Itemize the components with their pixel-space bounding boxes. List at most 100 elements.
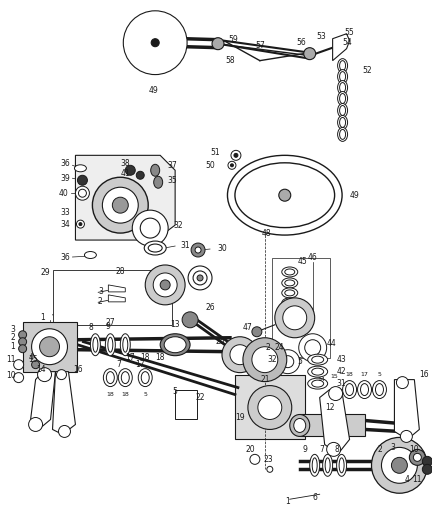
Bar [23,322,78,372]
Ellipse shape [312,458,317,473]
Ellipse shape [308,378,328,389]
Polygon shape [75,155,175,240]
Ellipse shape [338,80,348,94]
Polygon shape [31,372,55,429]
Circle shape [212,38,224,50]
Bar [52,270,172,325]
Circle shape [102,187,138,223]
Text: 31: 31 [337,379,346,388]
Ellipse shape [338,104,348,118]
Polygon shape [52,372,75,434]
Text: 31: 31 [180,240,190,250]
Text: 23: 23 [263,455,273,464]
Circle shape [57,369,67,380]
Circle shape [282,356,294,367]
Circle shape [304,47,316,60]
Circle shape [19,331,26,338]
Circle shape [195,247,201,253]
Text: 3: 3 [98,287,103,296]
Ellipse shape [375,383,384,396]
Circle shape [197,275,203,281]
Text: 7: 7 [116,360,121,369]
Ellipse shape [339,130,346,139]
Text: 24: 24 [275,343,284,352]
Circle shape [125,165,135,175]
Ellipse shape [235,163,335,228]
Circle shape [329,386,343,400]
Ellipse shape [164,337,186,353]
Circle shape [32,329,68,365]
Ellipse shape [338,91,348,105]
Text: 6: 6 [312,493,317,502]
Text: 9: 9 [302,445,307,454]
Ellipse shape [93,337,98,352]
Text: 47: 47 [243,324,253,332]
Text: 12: 12 [325,403,334,412]
Text: 8: 8 [334,445,339,454]
Text: 33: 33 [61,207,70,217]
Text: 3: 3 [10,325,15,334]
Ellipse shape [121,372,129,383]
Ellipse shape [339,458,344,473]
Circle shape [38,367,52,382]
Circle shape [230,345,250,365]
Circle shape [188,266,212,290]
Circle shape [191,243,205,257]
Circle shape [19,345,26,353]
Ellipse shape [325,458,330,473]
Text: 34: 34 [61,220,70,229]
Text: 42: 42 [337,367,346,376]
Circle shape [401,430,412,442]
Ellipse shape [346,383,354,396]
Text: 51: 51 [210,148,220,157]
Bar [235,375,305,440]
Ellipse shape [282,267,298,277]
Circle shape [153,273,177,297]
Ellipse shape [339,61,346,71]
Circle shape [228,162,236,169]
Circle shape [326,442,341,456]
Ellipse shape [282,288,298,298]
Ellipse shape [285,280,295,286]
Text: 50: 50 [205,161,215,170]
Text: 19: 19 [235,413,245,422]
Circle shape [193,271,207,285]
Circle shape [58,426,71,438]
Circle shape [422,464,432,474]
Circle shape [279,189,291,201]
Ellipse shape [336,455,346,476]
Polygon shape [108,295,125,302]
Circle shape [19,338,26,346]
Text: 32: 32 [173,221,183,230]
Circle shape [299,334,326,362]
Polygon shape [108,285,125,292]
Circle shape [230,164,233,167]
Circle shape [75,186,89,200]
Ellipse shape [338,116,348,130]
Ellipse shape [282,278,298,288]
Ellipse shape [290,414,310,437]
Text: 4: 4 [405,475,410,484]
Circle shape [136,171,144,179]
Ellipse shape [339,105,346,116]
Ellipse shape [358,381,372,398]
Text: 49: 49 [149,86,158,95]
Text: 48: 48 [262,229,271,237]
Text: 5: 5 [143,392,147,397]
Ellipse shape [285,300,295,306]
Circle shape [234,153,238,157]
Circle shape [182,312,198,328]
Circle shape [267,466,273,472]
Ellipse shape [151,164,160,176]
Text: 13: 13 [170,320,180,329]
Ellipse shape [294,418,306,432]
Text: 43: 43 [337,355,346,364]
Ellipse shape [227,155,342,235]
Polygon shape [333,34,349,61]
Text: 29: 29 [41,268,50,278]
Bar [272,258,330,358]
Text: 18: 18 [155,353,165,362]
Ellipse shape [107,372,114,383]
Circle shape [372,438,427,493]
Text: 44: 44 [327,339,336,348]
